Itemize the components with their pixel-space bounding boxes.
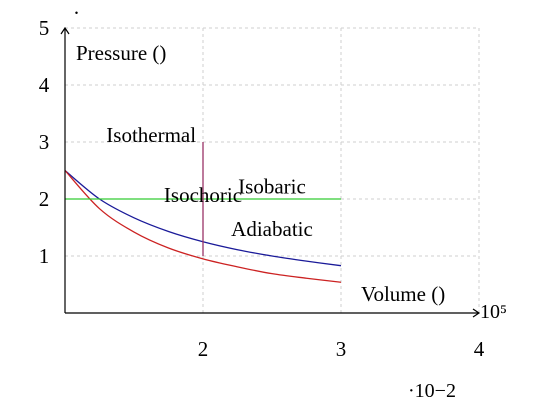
x-axis xyxy=(65,308,481,318)
y-tick-label-4: 5 xyxy=(39,16,50,40)
annotation-1: Isobaric xyxy=(238,174,306,198)
series-layer xyxy=(64,142,342,283)
y-tick-label-0: 1 xyxy=(39,244,50,268)
x-multiplier-label: ·10−2 xyxy=(408,380,456,402)
y-axis xyxy=(60,26,70,313)
y-tick-labels: 1 2 3 4 5 xyxy=(39,16,50,268)
x-tick-labels: 2 3 4 xyxy=(198,337,485,361)
y-tick-label-2: 3 xyxy=(39,130,50,154)
y-axis-label: Pressure () xyxy=(76,41,166,65)
x-tick-label-0: 2 xyxy=(198,337,209,361)
series-line-1 xyxy=(64,170,342,283)
annotation-2: Isochoric xyxy=(164,183,242,207)
grid xyxy=(65,27,480,313)
x-tick-label-1: 3 xyxy=(336,337,347,361)
y-multiplier-label: 10⁵ xyxy=(480,301,507,323)
annotation-0: Isothermal xyxy=(106,123,196,147)
annotation-3: Adiabatic xyxy=(231,217,313,241)
y-tick-label-1: 2 xyxy=(39,187,50,211)
x-tick-label-2: 4 xyxy=(474,337,485,361)
x-axis-label: Volume () xyxy=(361,282,445,306)
y-tick-label-3: 4 xyxy=(39,73,50,97)
top-mark: · xyxy=(73,1,80,25)
